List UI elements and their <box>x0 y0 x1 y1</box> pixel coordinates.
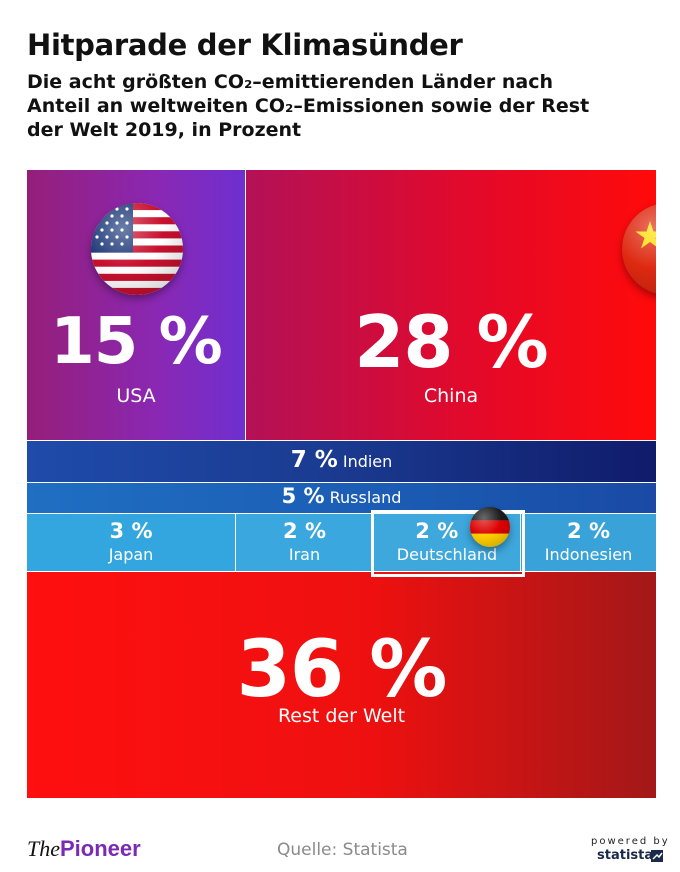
subtitle-line: Anteil an weltweiten CO₂–Emissionen sowi… <box>27 95 590 117</box>
brand-logo: ThePioneer <box>27 836 141 862</box>
chart-subtitle: Die acht größten CO₂–emittierenden Lände… <box>27 70 657 142</box>
category-label-deutschland: Deutschland <box>396 545 498 564</box>
chart-title: Hitparade der Klimasünder <box>27 28 463 62</box>
category-label-russland: Russland <box>329 488 402 507</box>
treemap-cell-indonesien: 2 % Indonesien <box>521 514 656 571</box>
powered-by-label: powered by <box>591 836 670 847</box>
category-label-indien: Indien <box>342 452 393 471</box>
statista-mark-icon <box>651 850 663 862</box>
brand-the: The <box>27 836 60 861</box>
value-label-iran: 2 % <box>283 519 326 543</box>
treemap: 15 % USA 28 % China 7 % Indien <box>27 170 656 798</box>
category-label-usa: USA <box>116 385 156 407</box>
value-label-russland: 5 % <box>281 484 325 508</box>
source-note: Quelle: Statista <box>277 840 408 860</box>
value-label-indien: 7 % <box>290 447 338 473</box>
us-flag-icon <box>91 203 183 295</box>
value-label-indonesien: 2 % <box>567 519 610 543</box>
treemap-cell-usa: 15 % USA <box>27 170 245 440</box>
subtitle-line: Die acht größten CO₂–emittierenden Lände… <box>27 71 554 93</box>
category-label-japan: Japan <box>108 545 154 564</box>
value-label-japan: 3 % <box>109 519 153 543</box>
treemap-cell-russland: 5 % Russland <box>27 483 656 513</box>
treemap-cell-rest-der-welt: 36 % Rest der Welt <box>27 572 656 798</box>
subtitle-line: der Welt 2019, in Prozent <box>27 119 302 141</box>
value-label-rest-der-welt: 36 % <box>236 625 448 715</box>
china-flag-icon <box>622 203 656 295</box>
brand-pioneer: Pioneer <box>60 836 141 861</box>
category-label-indonesien: Indonesien <box>544 545 633 564</box>
treemap-cell-indien: 7 % Indien <box>27 441 656 482</box>
value-label-china: 28 % <box>354 300 548 384</box>
germany-flag-icon <box>470 507 510 547</box>
category-label-iran: Iran <box>288 545 321 564</box>
value-label-usa: 15 % <box>50 305 222 379</box>
value-label-deutschland: 2 % <box>415 519 459 543</box>
treemap-cell-iran: 2 % Iran <box>236 514 373 571</box>
treemap-cell-china: 28 % China <box>246 170 656 440</box>
statista-logo: statista <box>597 848 654 863</box>
category-label-china: China <box>423 385 479 407</box>
treemap-cell-japan: 3 % Japan <box>27 514 235 571</box>
category-label-rest-der-welt: Rest der Welt <box>277 705 406 727</box>
